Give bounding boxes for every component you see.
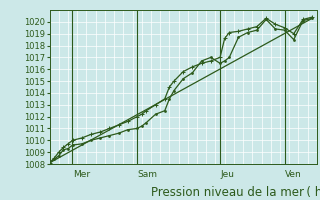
- Text: Ven: Ven: [284, 170, 301, 179]
- Text: Jeu: Jeu: [220, 170, 234, 179]
- Text: Pression niveau de la mer ( hPa ): Pression niveau de la mer ( hPa ): [151, 186, 320, 199]
- Text: Mer: Mer: [73, 170, 90, 179]
- Text: Sam: Sam: [137, 170, 157, 179]
